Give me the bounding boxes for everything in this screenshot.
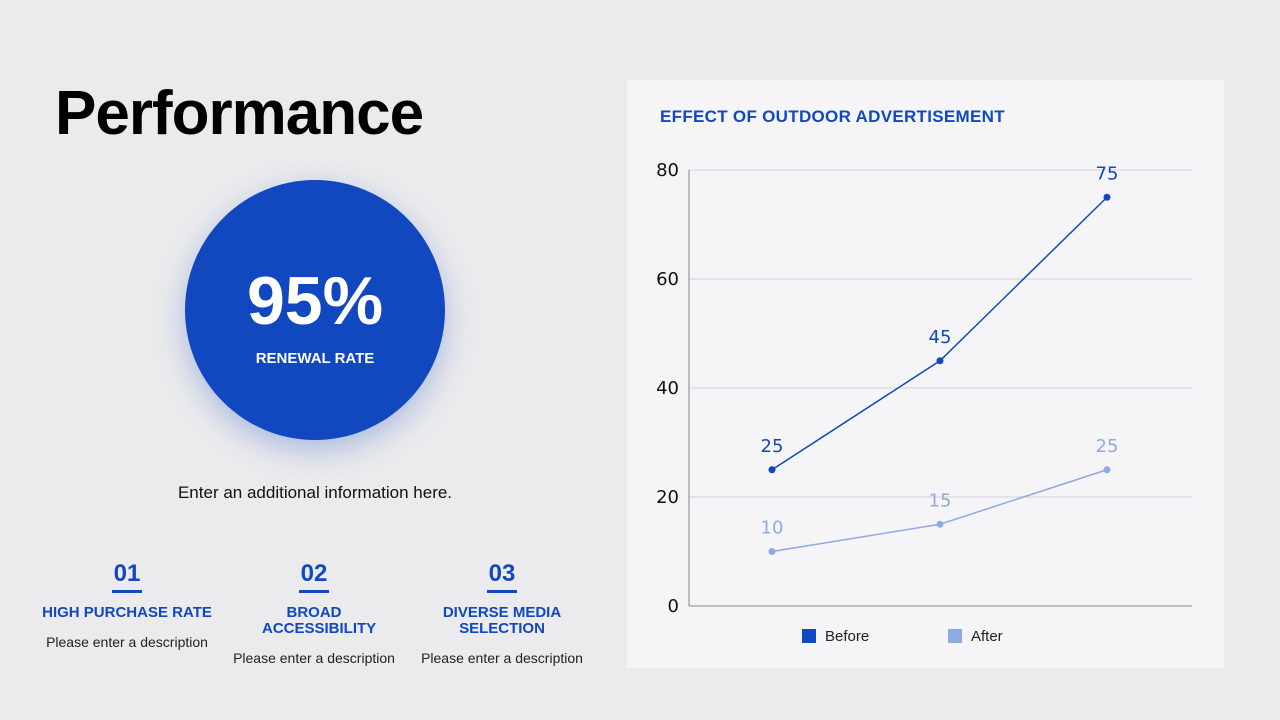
chart-title: EFFECT OF OUTDOOR ADVERTISEMENT [660,107,1005,126]
additional-info: Enter an additional information here. [177,483,453,502]
feature-title: BROAD ACCESSIBILITY [262,604,377,637]
divider [299,590,329,593]
data-point [936,357,944,365]
data-point [936,520,944,528]
divider [112,590,142,593]
data-label: 10 [761,518,784,539]
data-label: 15 [929,490,952,511]
feature-3: 03 DIVERSE MEDIA SELECTION Please enter … [412,560,592,667]
feature-number: 03 [488,560,516,587]
chart-card: EFFECT OF OUTDOOR ADVERTISEMENT 0 20 40 60 8… [627,80,1224,668]
legend-swatch [948,629,962,643]
feature-number: 02 [300,560,328,587]
feature-description: Please enter a description [233,650,395,666]
page-title: Performance [55,79,424,148]
feature-2: 02 BROAD ACCESSIBILITY Please enter a de… [224,560,404,667]
data-point [768,466,776,474]
feature-title: HIGH PURCHASE RATE [42,604,212,621]
data-point [1103,466,1111,474]
data-label: 75 [1096,163,1119,184]
line-chart: 0 20 40 60 80 25 45 75 Before 10 15 25 After [656,160,1192,645]
feature-description: Please enter a description [46,634,208,650]
renewal-rate-label: RENEWAL RATE [255,350,375,367]
y-tick-label: 80 [656,160,679,181]
legend-swatch [802,629,816,643]
y-tick-label: 0 [668,596,679,617]
data-point [768,548,776,555]
data-point [1103,193,1111,201]
legend-label: Before [825,628,869,645]
feature-1: 01 HIGH PURCHASE RATE Please enter a des… [37,560,217,651]
data-label: 25 [1096,436,1119,457]
legend-label: After [971,628,1003,645]
feature-number: 01 [113,560,141,587]
y-tick-label: 20 [656,487,679,508]
feature-description: Please enter a description [421,650,583,666]
renewal-rate-value: 95% [246,263,384,339]
divider [487,590,517,593]
data-label: 45 [929,327,952,348]
data-label: 25 [761,436,784,457]
y-tick-label: 60 [656,269,679,290]
feature-title: DIVERSE MEDIA SELECTION [442,604,562,637]
y-tick-label: 40 [656,378,679,399]
renewal-rate-circle: 95% RENEWAL RATE [185,180,445,440]
